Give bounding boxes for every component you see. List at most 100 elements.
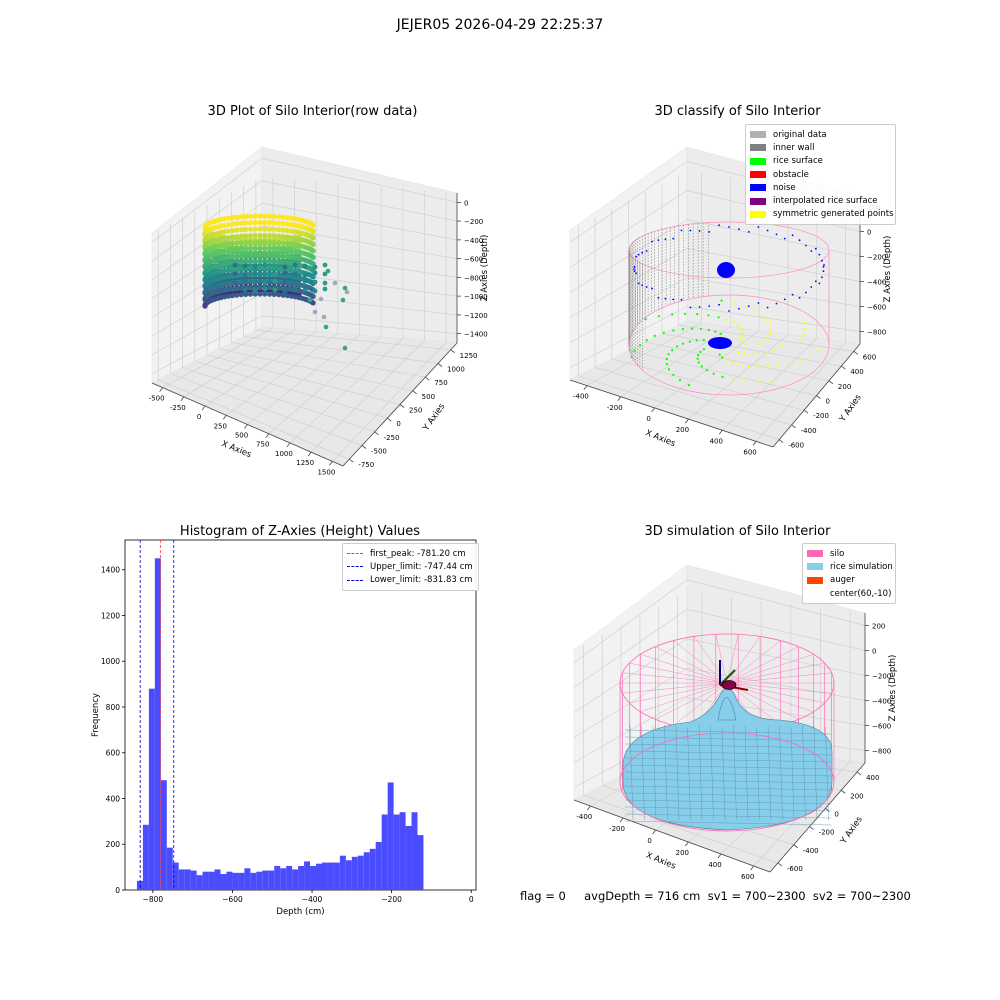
raw-point: [310, 248, 316, 254]
rice-surface-point: [697, 361, 700, 364]
rice-mesh: [779, 725, 783, 821]
silo-wire: [726, 640, 781, 684]
raw-point: [284, 293, 291, 299]
raw-point: [288, 293, 295, 299]
legend-item-interpolated: interpolated rice surface: [750, 194, 891, 207]
z-tick-label: −600: [872, 723, 891, 731]
histogram-bar: [339, 855, 346, 890]
rice-mesh: [624, 743, 832, 749]
raw-point: [282, 288, 288, 294]
noise-point: [821, 259, 823, 262]
raw-data-points: [202, 213, 350, 351]
rice-surface-point: [761, 314, 764, 317]
raw-point: [267, 213, 273, 219]
noise-point: [810, 286, 813, 288]
rice-surface-point: [676, 345, 679, 348]
rice-mesh: [624, 750, 832, 756]
y-tick-label: 0: [396, 420, 400, 428]
raw-point: [284, 241, 291, 247]
x-tick: [265, 433, 270, 438]
raw-point: [225, 235, 232, 241]
y-tick-label: 250: [409, 407, 422, 415]
raw-point: [271, 220, 277, 226]
noise-point: [775, 233, 778, 236]
rice-surface-point: [798, 358, 801, 362]
raw-point: [280, 253, 286, 259]
x-tick: [652, 829, 656, 835]
raw-outlier-point: [332, 280, 338, 286]
raw-point: [257, 278, 263, 284]
x-tick: [307, 451, 312, 457]
histogram-bar: [172, 862, 179, 890]
rice-surface-point: [744, 305, 748, 309]
z-gridline: [569, 277, 688, 343]
y-tick-label: 1000: [101, 657, 120, 666]
rice-surface-point: [762, 340, 765, 343]
raw-point: [234, 247, 240, 253]
raw-point: [271, 252, 277, 258]
rice-surface-point: [768, 333, 772, 336]
raw-point: [276, 214, 282, 220]
rice-surface-point: [766, 319, 769, 322]
raw-point: [247, 246, 253, 252]
z-gridline: [569, 248, 688, 318]
raw-point: [242, 272, 248, 278]
z-tick-label: 0: [464, 199, 468, 207]
y-tick-label: 750: [434, 379, 447, 387]
raw-point: [252, 232, 258, 239]
raw-point: [267, 233, 273, 239]
silo-wire: [726, 636, 761, 684]
z-gridline: [569, 190, 688, 268]
histogram-plot: −800 −600 −400 −200 0 0 200 400 600 800 1000 1200 14…: [91, 539, 477, 917]
rice-surface-point: [743, 343, 747, 347]
raw-point: [310, 300, 316, 306]
noise-point: [766, 306, 769, 309]
x-tick-label: 600: [743, 448, 756, 456]
histogram-bar: [148, 688, 155, 890]
y-tick: [816, 395, 821, 399]
raw-point: [267, 272, 273, 278]
histogram-bar: [298, 865, 305, 890]
raw-point: [238, 266, 244, 272]
noise-point: [747, 231, 750, 233]
raw-point: [262, 280, 268, 286]
noise-point: [783, 298, 786, 301]
y-tick-label: 1000: [447, 366, 465, 374]
raw-point: [284, 254, 291, 260]
noise-point: [814, 280, 817, 283]
silo-wire: [693, 636, 728, 684]
z-axis-label: Z Axies (Depth): [480, 235, 490, 302]
rice-surface-point: [657, 315, 660, 318]
raw-point: [276, 259, 282, 265]
raw-point: [222, 222, 228, 228]
raw-point: [276, 292, 282, 298]
y-tick-label: -600: [788, 442, 804, 450]
noise-point: [766, 229, 769, 232]
raw-point: [225, 293, 232, 299]
raw-point: [222, 274, 228, 280]
rice-surface-point: [732, 321, 735, 324]
noise-point: [822, 265, 825, 268]
raw-point: [242, 287, 248, 293]
x-tick: [617, 396, 622, 401]
rice-surface-point: [630, 355, 633, 359]
x-tick: [717, 853, 722, 859]
z-gridline: [569, 161, 688, 243]
rice-surface-point: [681, 328, 684, 331]
y-tick-label: -400: [801, 427, 817, 435]
rice-mesh: [624, 785, 832, 791]
x-tick-label: 1500: [317, 468, 335, 476]
raw-point: [257, 245, 263, 252]
z-axis-label: Z Axies (Depth): [888, 655, 898, 722]
histogram-bar: [351, 856, 358, 890]
y-tick: [828, 380, 834, 385]
rice-surface-point: [683, 312, 687, 315]
raw-point: [262, 245, 268, 252]
y-tick-label: 1200: [101, 611, 120, 620]
raw-point: [284, 215, 291, 221]
raw-point: [288, 228, 295, 234]
raw-point: [257, 284, 263, 291]
y-tick: [374, 431, 379, 436]
y-tick-label: 0: [826, 398, 830, 406]
raw-point: [238, 214, 244, 220]
